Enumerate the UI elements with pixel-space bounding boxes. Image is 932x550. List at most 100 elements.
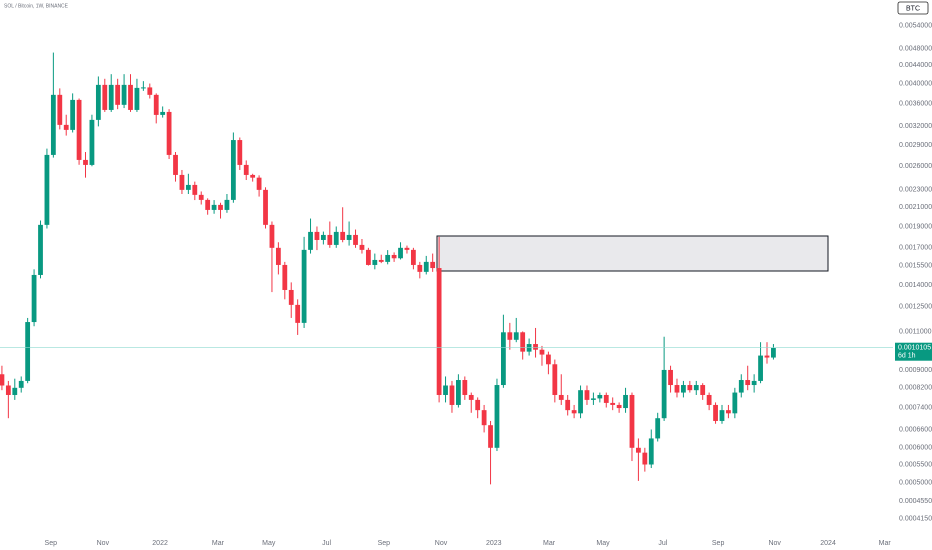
candle-body (636, 447, 641, 453)
candle-body (372, 259, 378, 265)
x-tick-label: May (262, 540, 276, 547)
last-price-label: 0.0010105 (898, 345, 931, 352)
candle-body (378, 259, 384, 262)
candle-body (333, 231, 339, 245)
candle-body (764, 355, 770, 358)
candle-body (275, 247, 281, 265)
x-tick-label: Jul (322, 540, 331, 547)
candle-body (494, 385, 500, 448)
candle-body (243, 164, 249, 175)
currency[interactable]: BTC (906, 5, 920, 12)
x-tick-label: Mar (543, 540, 556, 547)
x-tick-label: 2022 (152, 540, 168, 547)
candle-body (578, 390, 583, 414)
candle-body (18, 380, 24, 388)
candle-body (250, 174, 256, 178)
candle-body (179, 174, 185, 190)
candle-body (89, 119, 95, 165)
x-tick-label: Mar (879, 540, 892, 547)
y-tick-label: 0.0009000 (899, 367, 932, 374)
y-tick-label: 0.0044000 (899, 62, 932, 69)
candle-body (462, 380, 468, 395)
candle-body (5, 385, 11, 395)
candle-body (153, 94, 159, 115)
candle-body (102, 84, 108, 110)
candle-body (340, 231, 346, 240)
candle-body (224, 199, 230, 210)
candle-body (552, 364, 558, 395)
candle-body (38, 224, 43, 275)
candle-body (12, 387, 18, 395)
candle-body (31, 274, 37, 323)
candle-body (134, 87, 140, 110)
candle-body (642, 452, 648, 465)
candle-body (449, 385, 455, 405)
currency-box[interactable] (897, 1, 929, 15)
candle-body (661, 369, 667, 419)
candle-body (687, 385, 693, 391)
y-tick-label: 0.0017000 (899, 245, 932, 252)
candle-body (681, 385, 686, 393)
candle-body (160, 111, 166, 115)
candle-body (301, 249, 307, 323)
candle-body (591, 398, 596, 400)
candle-body (70, 99, 76, 130)
candle-body (282, 264, 288, 290)
y-tick-label: 0.0005500 (899, 461, 932, 468)
candle-body (758, 355, 763, 381)
candle-body (230, 140, 236, 200)
candle-body (359, 244, 365, 250)
candle-body (314, 231, 320, 240)
x-tick-label: Sep (45, 540, 58, 547)
candle-body (346, 234, 352, 240)
candle-body (410, 249, 416, 265)
candle-body (726, 410, 731, 414)
x-tick-label: Sep (712, 540, 725, 547)
candle-body (571, 410, 577, 414)
x-tick-label: Jul (658, 540, 667, 547)
candle-body (500, 332, 506, 386)
x-tick-label: 2024 (820, 540, 836, 547)
y-tick-label: 0.0005000 (899, 480, 932, 487)
candle-body (513, 332, 519, 340)
candle-body (295, 304, 301, 323)
y-tick-label: 0.0008200 (899, 385, 932, 392)
candle-body (128, 84, 133, 110)
x-tick-label: Mar (212, 540, 225, 547)
y-tick-label: 0.0023000 (899, 187, 932, 194)
x-tick-label: Nov (768, 540, 781, 547)
y-tick-label: 0.0006600 (899, 426, 932, 433)
candle-body (719, 410, 725, 421)
x-tick-label: Sep (378, 540, 391, 547)
candle-body (288, 289, 294, 305)
y-tick-label: 0.0026000 (899, 163, 932, 170)
y-tick-label: 0.0014000 (899, 282, 932, 289)
candle-body (320, 234, 326, 240)
candle-body (256, 177, 262, 190)
candle-body (674, 385, 680, 393)
candle-body (185, 184, 191, 190)
y-tick-label: 0.0054000 (899, 23, 932, 30)
y-tick-label: 0.0004150 (899, 515, 932, 522)
y-tick-label: 0.0004550 (899, 498, 932, 505)
x-tick-label: Nov (435, 540, 448, 547)
x-tick-label: May (596, 540, 610, 547)
candle-body (63, 124, 69, 130)
candle-body (455, 380, 461, 405)
candle-body (738, 380, 744, 393)
candle-body (404, 247, 410, 250)
y-tick-label: 0.0012500 (899, 304, 932, 311)
y-tick-label: 0.0021000 (899, 204, 932, 211)
candle-body (584, 390, 590, 400)
y-tick-label: 0.0011000 (899, 328, 932, 335)
candle-body (475, 399, 481, 411)
candle-body (430, 261, 436, 269)
candle-body (115, 84, 121, 105)
candle-body (353, 234, 358, 245)
candle-body (398, 247, 403, 259)
candle-body (732, 392, 738, 414)
candle-body (706, 394, 712, 405)
candle-body (713, 404, 718, 421)
